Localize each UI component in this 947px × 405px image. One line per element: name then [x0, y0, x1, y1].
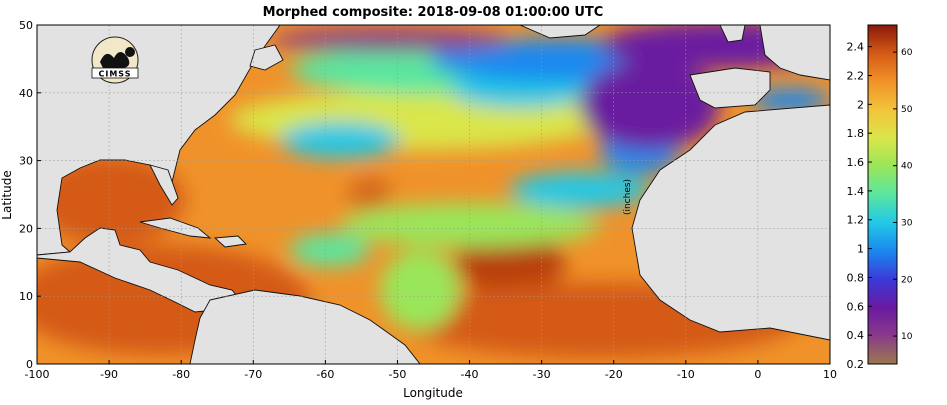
land-iberia	[689, 67, 771, 109]
colorbar-left-label: 1.6	[847, 156, 865, 169]
map-panel	[37, 25, 830, 364]
colorbar-left-label: 1	[857, 243, 864, 256]
colorbar-right-ticks: 10 20 30 40 50 60	[893, 48, 913, 342]
x-tick-label: -70	[244, 368, 262, 381]
y-axis-label: Latitude	[0, 170, 14, 219]
land-florida	[149, 164, 179, 206]
x-axis-ticks: -100 -90 -80 -70 -60 -50 -40 -30 -20 -10 0 10	[25, 360, 837, 381]
colorbar-left-label: 1.2	[847, 214, 865, 227]
colorbar-left-label: 0.4	[847, 329, 865, 342]
x-tick-label: -10	[677, 368, 695, 381]
colorbar: 0.2 0.4 0.6 0.8 1 1.2 1.4 1.6 1.8 2 2.2 2.4 10 20 30 4…	[623, 24, 913, 371]
x-tick-label: -20	[605, 368, 623, 381]
colorbar-right-label: 20	[901, 275, 913, 285]
colorbar-left-label: 1.4	[847, 185, 865, 198]
land-south-america	[189, 289, 421, 364]
cimss-logo: CIMSS	[91, 36, 139, 84]
colorbar-right-label: 30	[901, 218, 913, 228]
x-tick-label: 0	[754, 368, 761, 381]
colorbar-right-label: 50	[901, 105, 913, 115]
colorbar-left-label: 1.8	[847, 127, 865, 140]
land-hispaniola	[213, 235, 247, 248]
logo-text: CIMSS	[99, 70, 132, 79]
y-tick-label: 30	[19, 155, 33, 168]
map-title: Morphed composite: 2018-09-08 01:00:00 U…	[263, 5, 604, 20]
x-tick-label: -60	[316, 368, 334, 381]
x-tick-label: -50	[388, 368, 406, 381]
x-tick-label: -100	[25, 368, 50, 381]
y-tick-label: 20	[19, 222, 33, 235]
land-masses	[37, 25, 830, 364]
x-tick-label: -40	[461, 368, 479, 381]
land-britain	[719, 25, 746, 43]
colorbar-left-label: 2.4	[847, 41, 865, 54]
colorbar-right-label: 10	[901, 332, 913, 342]
y-axis-ticks: 0 10 20 30 40 50	[19, 19, 41, 371]
colorbar-left-ticks: 0.2 0.4 0.6 0.8 1 1.2 1.4 1.6 1.8 2 2.2 2.4	[847, 41, 872, 371]
x-tick-label: -30	[533, 368, 551, 381]
colorbar-right-label: 40	[901, 162, 913, 172]
graticule	[37, 25, 830, 364]
map-frame	[36, 24, 831, 365]
y-tick-label: 10	[19, 290, 33, 303]
x-tick-label: -80	[172, 368, 190, 381]
x-tick-label: -90	[100, 368, 118, 381]
colorbar-ramp	[867, 24, 898, 365]
colorbar-left-label: 0.6	[847, 300, 865, 313]
colorbar-left-label: 0.8	[847, 271, 865, 284]
y-tick-label: 40	[19, 87, 33, 100]
colorbar-right-label: 60	[901, 48, 913, 58]
x-tick-label: 10	[823, 368, 837, 381]
y-tick-label: 0	[26, 358, 33, 371]
land-maritimes	[249, 44, 284, 71]
land-europe	[759, 25, 830, 81]
colorbar-unit-label: (inches)	[623, 179, 633, 215]
colorbar-left-label: 0.2	[847, 358, 865, 371]
x-axis-label: Longitude	[403, 386, 463, 400]
colorbar-left-label: 2.2	[847, 69, 865, 82]
y-tick-label: 50	[19, 19, 33, 32]
land-greenland	[519, 25, 601, 39]
land-africa	[631, 104, 830, 341]
land-cuba	[139, 217, 212, 239]
colorbar-left-label: 2	[857, 98, 864, 111]
